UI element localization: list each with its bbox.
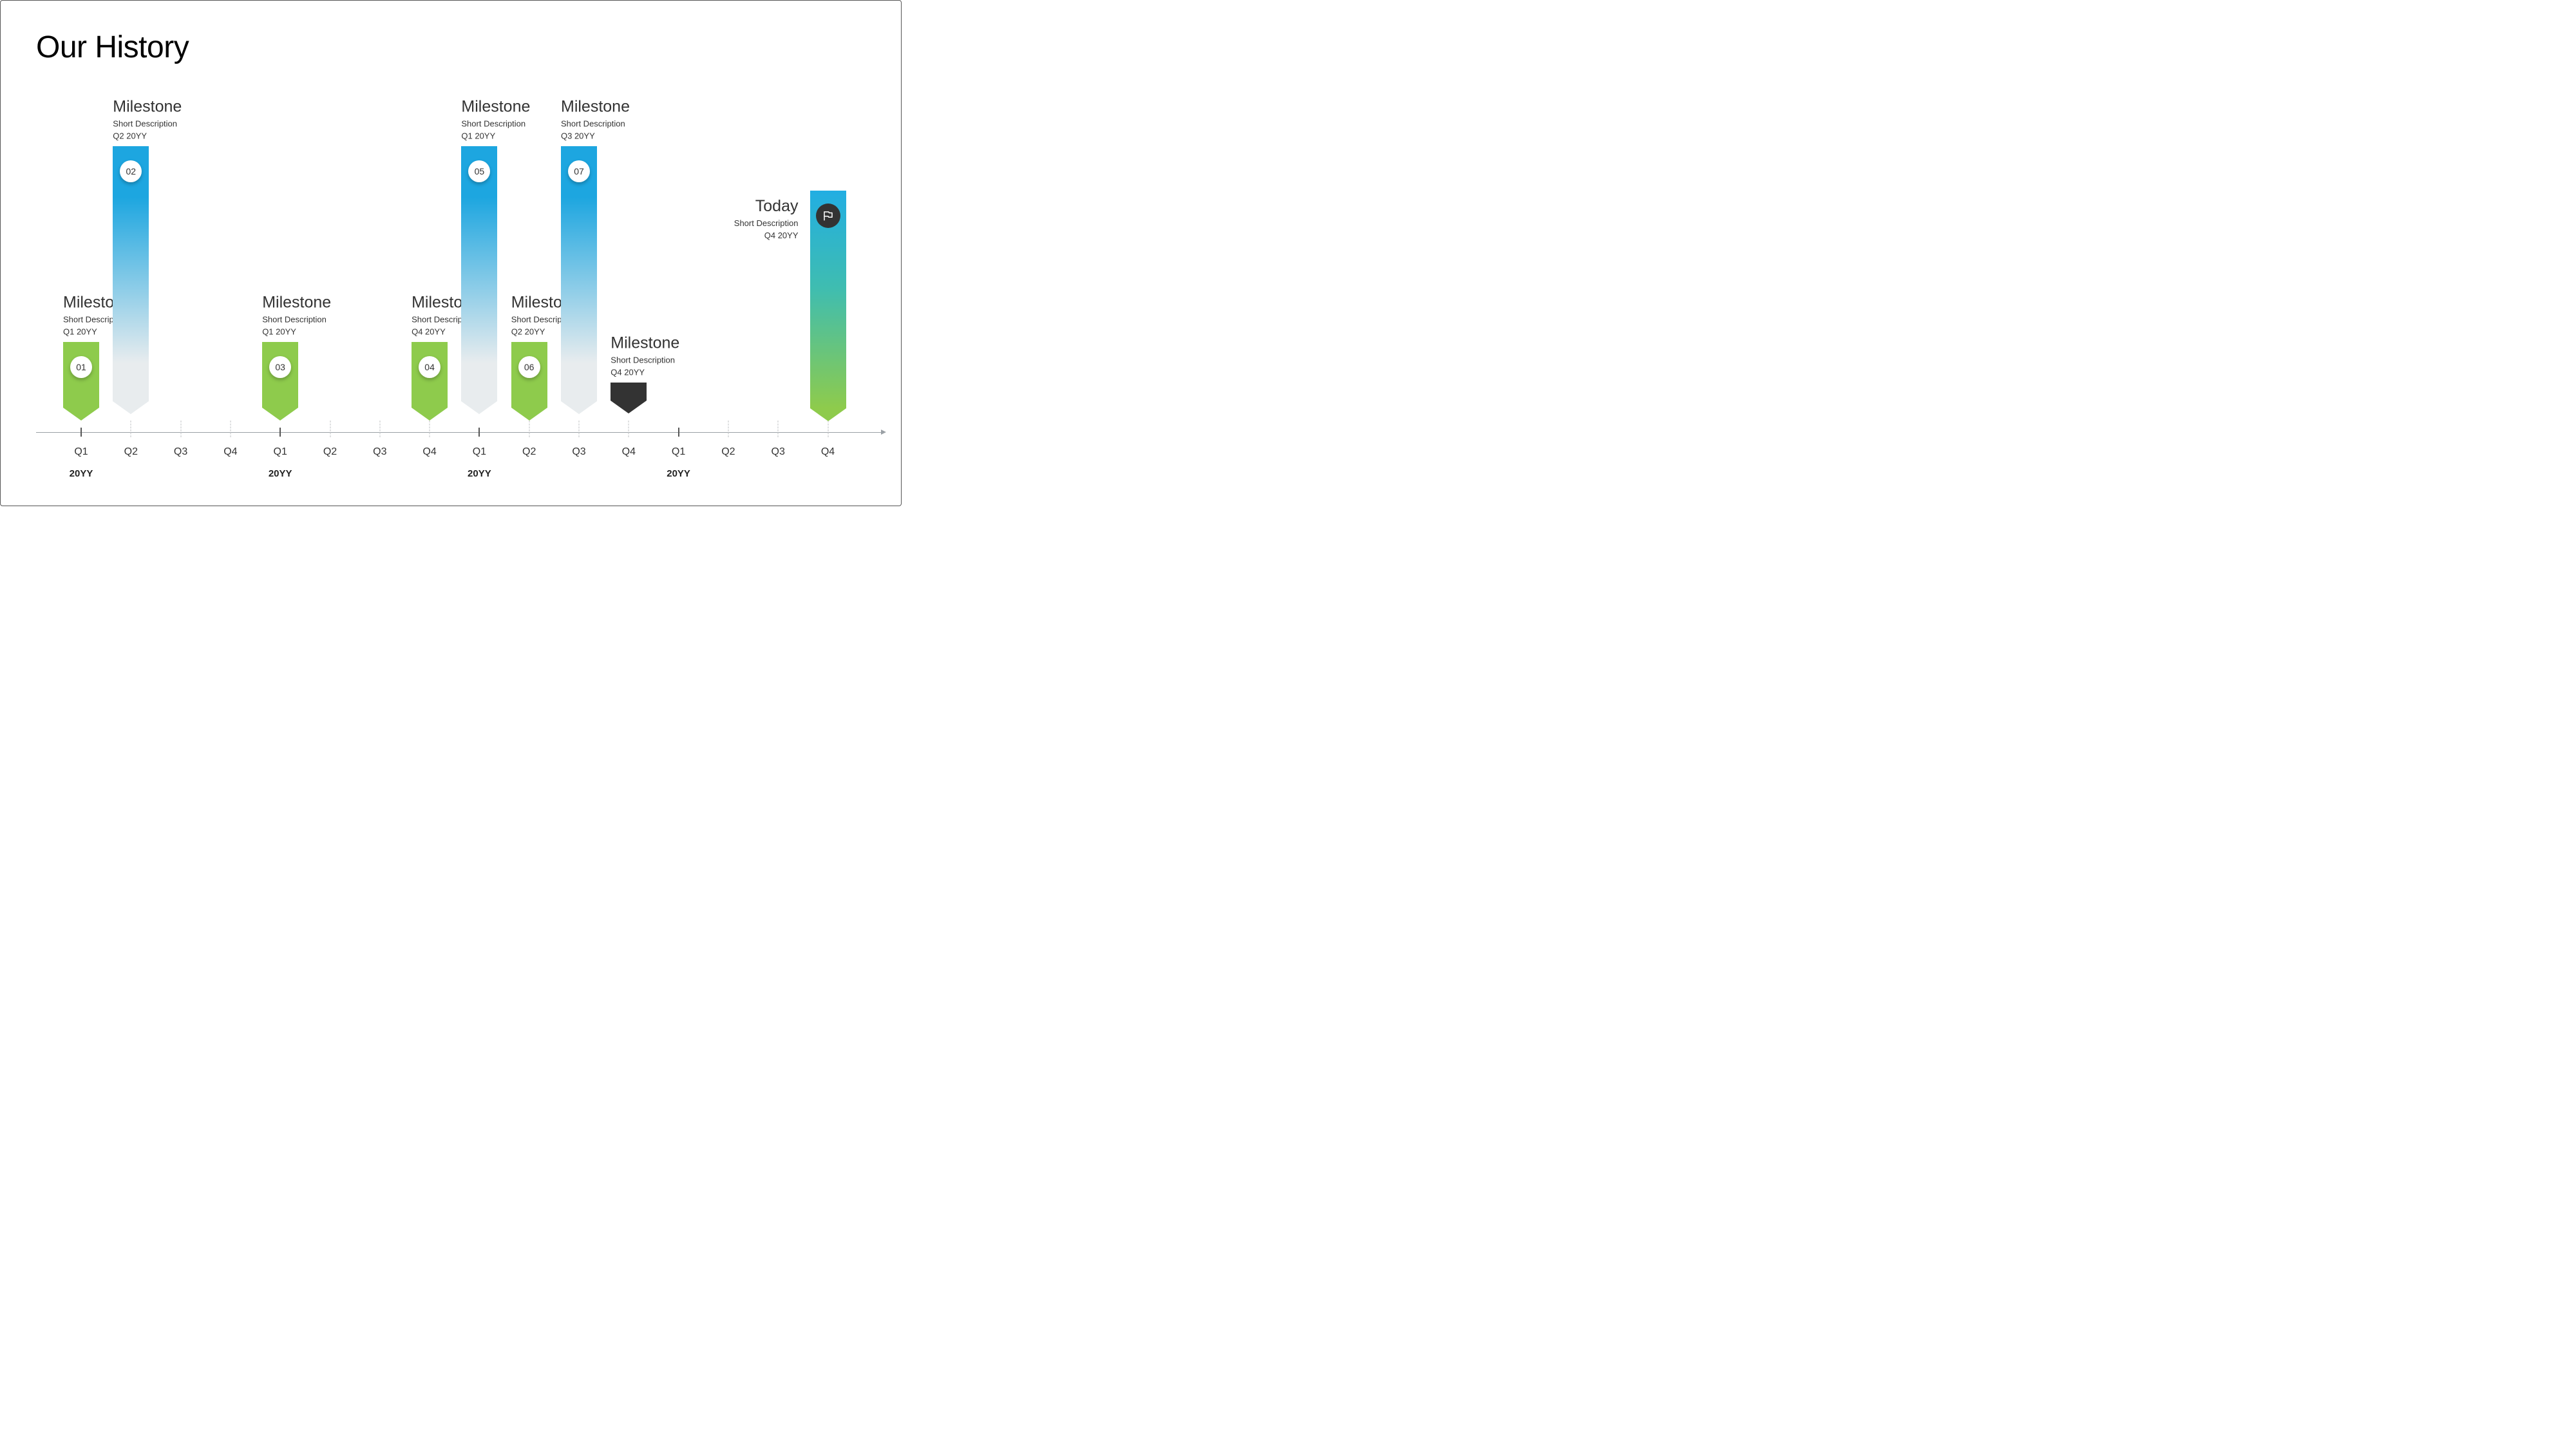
tick-quarter-label: Q1 [74,446,88,458]
milestone-m06: MilestoneShort DescriptionQ2 20YY06 [511,342,547,421]
milestone-number-badge: 07 [568,160,590,182]
tick-quarter-label: Q4 [223,446,237,458]
milestone-bar [810,191,846,421]
tick-year-label: 20YY [667,468,690,479]
milestone-desc: Short Description [461,118,530,130]
milestone-label: Milestone Short DescriptionQ2 20YY [113,97,182,142]
milestone-label: Today Short DescriptionQ4 20YY [734,197,799,242]
milestone-bar: 06 [511,342,547,421]
page-title: Our History [36,30,866,65]
milestone-label: Milestone Short DescriptionQ1 20YY [461,97,530,142]
tick-quarter-label: Q2 [522,446,536,458]
milestone-number-badge: 01 [70,356,92,378]
milestone-date: Q4 20YY [611,366,679,379]
tick-year-label: 20YY [468,468,491,479]
milestone-bar-body [113,146,149,401]
tick-major-icon [478,428,480,437]
milestone-bar: 04 [412,342,448,421]
tick-quarter-label: Q4 [622,446,636,458]
tick-quarter-label: Q1 [473,446,486,458]
tick-quarter-label: Q1 [672,446,685,458]
milestone-date: Q4 20YY [734,230,799,242]
tick-minor-icon [180,421,181,437]
timeline: Q1 20YY Q2 Q3 Q4 Q1 20YY Q2 Q3 Q4 Q1 20YY Q2 Q3 Q4 Q1 20… [1,91,901,480]
milestone-bar-body [561,146,597,401]
tick-quarter-label: Q4 [422,446,436,458]
milestone-number-badge: 02 [120,160,142,182]
chevron-down-icon [511,408,547,421]
tick-year-label: 20YY [70,468,93,479]
milestone-bar: 03 [262,342,298,421]
milestone-title: Milestone [113,97,182,116]
milestone-label: Milestone Short DescriptionQ4 20YY [611,334,679,379]
milestone-m05: MilestoneShort DescriptionQ1 20YY05 [461,146,497,414]
chevron-down-icon [412,408,448,421]
tick-quarter-label: Q3 [572,446,585,458]
tick-quarter-label: Q1 [274,446,287,458]
milestone-title: Today [734,197,799,216]
tick-quarter-label: Q2 [323,446,337,458]
chevron-down-icon [810,408,846,421]
milestone-bar-body [461,146,497,401]
tick-quarter-label: Q3 [772,446,785,458]
milestone-date: Q1 20YY [461,130,530,142]
tick-minor-icon [379,421,380,437]
milestone-date: Q2 20YY [113,130,182,142]
slide: Our History Q1 20YY Q2 Q3 Q4 Q1 20YY Q2 Q3 Q4 Q1 20… [0,0,902,506]
chevron-down-icon [63,408,99,421]
milestone-title: Milestone [461,97,530,116]
milestone-bar: 07 [561,146,597,414]
milestone-today: TodayShort DescriptionQ4 20YY [810,191,846,421]
milestone-title: Milestone [262,293,331,312]
tick-major-icon [279,428,281,437]
tick-quarter-label: Q3 [174,446,187,458]
chevron-down-icon [461,401,497,414]
tick-minor-icon [778,421,779,437]
axis-arrowhead-icon [881,430,886,435]
milestone-m07: MilestoneShort DescriptionQ3 20YY07 [561,146,597,414]
milestone-m03: MilestoneShort DescriptionQ1 20YY03 [262,342,298,421]
flag-icon [816,204,840,228]
chevron-down-icon [561,401,597,414]
milestone-desc: Short Description [262,314,331,326]
milestone-number-badge: 03 [269,356,291,378]
milestone-bar: 01 [63,342,99,421]
tick-quarter-label: Q4 [821,446,835,458]
milestone-bar-body [611,383,647,401]
chevron-down-icon [262,408,298,421]
milestone-title: Milestone [561,97,630,116]
milestone-label: Milestone Short DescriptionQ3 20YY [561,97,630,142]
milestone-number-badge: 05 [468,160,490,182]
tick-quarter-label: Q2 [721,446,735,458]
tick-minor-icon [579,421,580,437]
milestone-number-badge: 06 [518,356,540,378]
milestone-bar [611,383,647,413]
milestone-m08: MilestoneShort DescriptionQ4 20YY [611,383,647,413]
milestone-number-badge: 04 [419,356,440,378]
tick-quarter-label: Q3 [373,446,386,458]
milestone-bar: 05 [461,146,497,414]
milestone-bar: 02 [113,146,149,414]
milestone-desc: Short Description [734,218,799,230]
tick-major-icon [80,428,82,437]
tick-quarter-label: Q2 [124,446,138,458]
milestone-desc: Short Description [561,118,630,130]
tick-minor-icon [230,421,231,437]
milestone-desc: Short Description [113,118,182,130]
tick-year-label: 20YY [269,468,292,479]
chevron-down-icon [611,401,647,413]
milestone-desc: Short Description [611,354,679,366]
milestone-label: Milestone Short DescriptionQ1 20YY [262,293,331,338]
milestone-date: Q3 20YY [561,130,630,142]
chevron-down-icon [113,401,149,414]
milestone-m01: MilestoneShort DescriptionQ1 20YY01 [63,342,99,421]
axis-line [36,432,882,433]
milestone-title: Milestone [611,334,679,352]
tick-major-icon [678,428,679,437]
milestone-m02: MilestoneShort DescriptionQ2 20YY02 [113,146,149,414]
milestone-m04: MilestoneShort DescriptionQ4 20YY04 [412,342,448,421]
milestone-date: Q1 20YY [262,326,331,338]
